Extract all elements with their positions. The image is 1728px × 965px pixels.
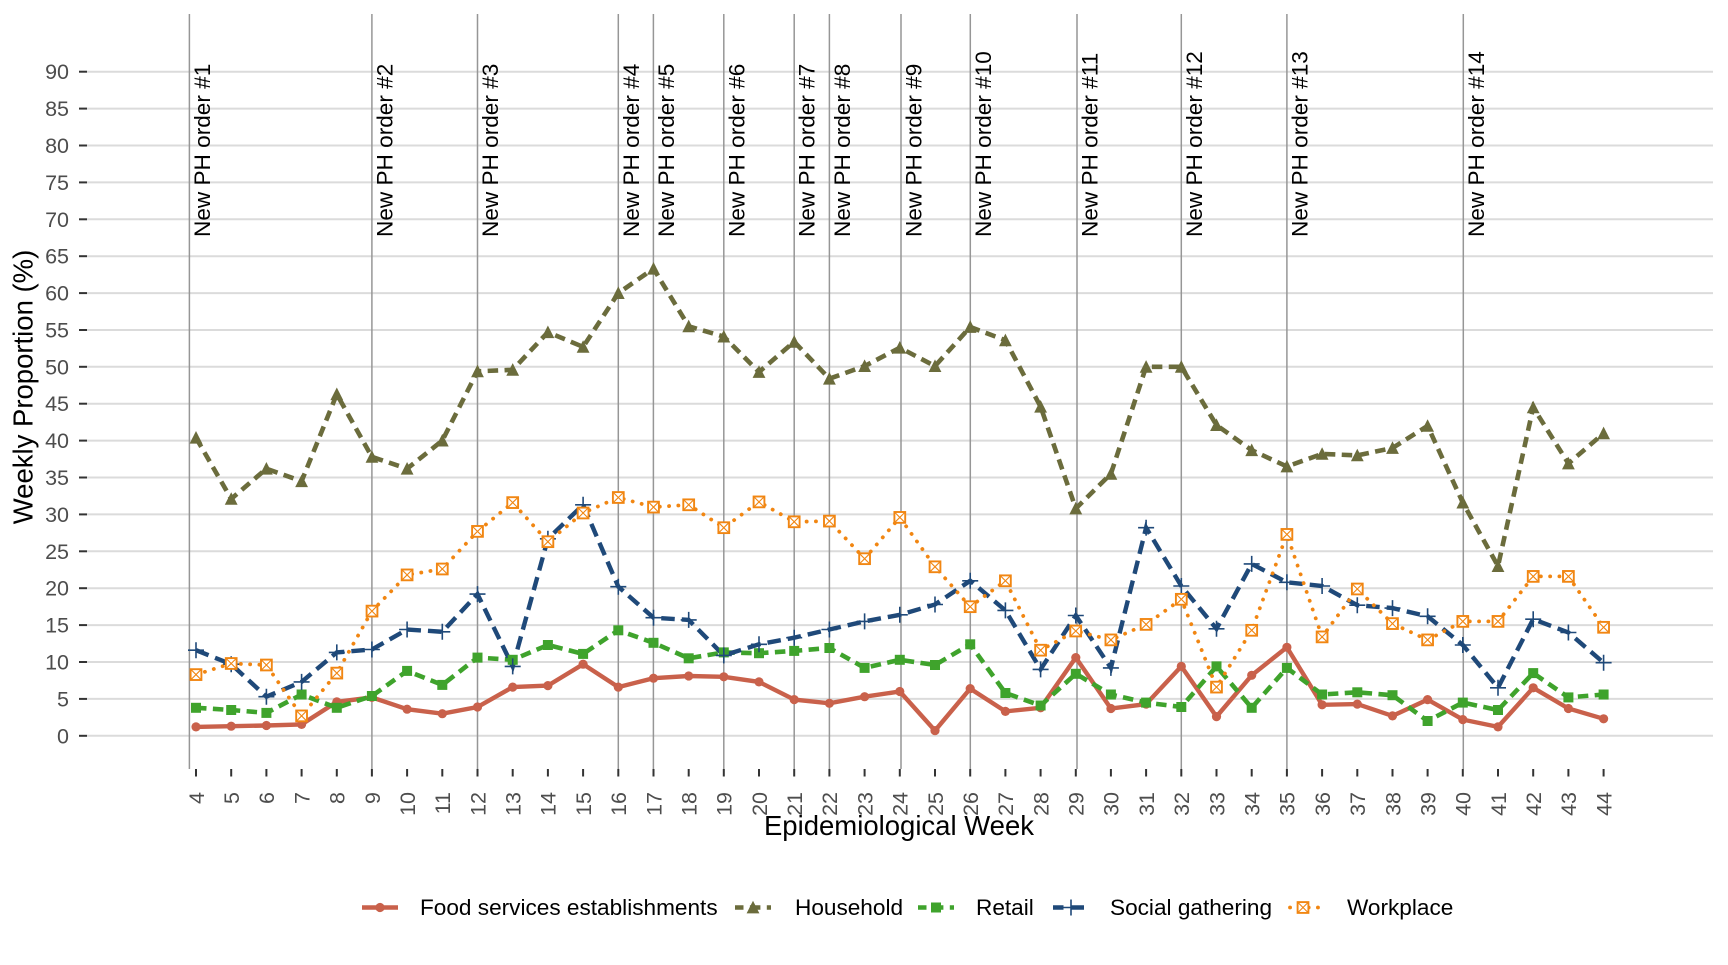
svg-text:New PH order #10: New PH order #10 — [971, 51, 996, 237]
svg-text:20: 20 — [748, 792, 772, 816]
svg-text:34: 34 — [1241, 792, 1265, 816]
svg-text:23: 23 — [853, 792, 877, 816]
svg-text:35: 35 — [1276, 792, 1300, 816]
svg-text:55: 55 — [45, 319, 69, 343]
svg-text:38: 38 — [1381, 792, 1405, 816]
svg-text:New PH order #12: New PH order #12 — [1182, 51, 1207, 237]
svg-text:31: 31 — [1135, 792, 1159, 816]
svg-text:New PH order #8: New PH order #8 — [830, 64, 855, 237]
svg-text:30: 30 — [1100, 792, 1124, 816]
svg-text:6: 6 — [255, 792, 279, 804]
svg-text:4: 4 — [185, 792, 209, 804]
svg-text:35: 35 — [45, 466, 69, 490]
svg-text:Household: Household — [795, 895, 903, 920]
svg-text:27: 27 — [994, 792, 1018, 816]
svg-text:80: 80 — [45, 134, 69, 158]
svg-text:50: 50 — [45, 355, 69, 379]
svg-text:22: 22 — [818, 792, 842, 816]
svg-text:14: 14 — [537, 792, 561, 816]
svg-text:Epidemiological Week: Epidemiological Week — [764, 810, 1034, 841]
svg-text:37: 37 — [1346, 792, 1370, 816]
svg-text:85: 85 — [45, 97, 69, 121]
svg-text:41: 41 — [1487, 792, 1511, 816]
svg-text:65: 65 — [45, 245, 69, 269]
svg-text:28: 28 — [1029, 792, 1053, 816]
svg-text:43: 43 — [1557, 792, 1581, 816]
svg-text:New PH order #2: New PH order #2 — [372, 64, 397, 237]
svg-text:44: 44 — [1592, 792, 1616, 816]
svg-text:9: 9 — [361, 792, 385, 804]
svg-text:24: 24 — [889, 792, 913, 816]
svg-text:19: 19 — [713, 792, 737, 816]
svg-text:45: 45 — [45, 392, 69, 416]
svg-text:New PH order #13: New PH order #13 — [1287, 51, 1312, 237]
svg-text:10: 10 — [396, 792, 420, 816]
svg-text:16: 16 — [607, 792, 631, 816]
svg-text:11: 11 — [431, 792, 455, 814]
svg-text:Retail: Retail — [976, 895, 1034, 920]
svg-text:42: 42 — [1522, 792, 1546, 816]
svg-text:20: 20 — [45, 577, 69, 601]
svg-text:New PH order #1: New PH order #1 — [190, 64, 215, 237]
svg-text:New PH order #14: New PH order #14 — [1464, 51, 1489, 237]
svg-text:New PH order #6: New PH order #6 — [724, 64, 749, 237]
svg-text:15: 15 — [45, 614, 69, 638]
svg-text:33: 33 — [1205, 792, 1229, 816]
svg-text:25: 25 — [45, 540, 69, 564]
svg-text:5: 5 — [220, 792, 244, 804]
svg-text:New PH order #9: New PH order #9 — [902, 64, 927, 237]
svg-text:90: 90 — [45, 60, 69, 84]
svg-text:40: 40 — [45, 429, 69, 453]
svg-text:15: 15 — [572, 792, 596, 816]
svg-text:0: 0 — [57, 724, 69, 748]
svg-text:New PH order #5: New PH order #5 — [654, 64, 679, 237]
svg-text:Weekly Proportion (%): Weekly Proportion (%) — [8, 250, 39, 525]
svg-text:New PH order #3: New PH order #3 — [478, 64, 503, 237]
svg-text:12: 12 — [466, 792, 490, 816]
svg-text:70: 70 — [45, 208, 69, 232]
svg-text:Food services establishments: Food services establishments — [420, 895, 718, 920]
svg-text:8: 8 — [326, 792, 350, 804]
svg-text:5: 5 — [57, 687, 69, 711]
svg-text:21: 21 — [783, 792, 807, 816]
svg-text:New PH order #11: New PH order #11 — [1078, 53, 1103, 237]
svg-text:30: 30 — [45, 503, 69, 527]
svg-text:60: 60 — [45, 282, 69, 306]
svg-text:New PH order #4: New PH order #4 — [619, 64, 644, 237]
svg-text:75: 75 — [45, 171, 69, 195]
svg-text:29: 29 — [1065, 792, 1089, 816]
svg-text:New PH order #7: New PH order #7 — [795, 64, 820, 237]
svg-text:10: 10 — [45, 651, 69, 675]
svg-text:Workplace: Workplace — [1347, 895, 1453, 920]
svg-text:Social gathering: Social gathering — [1110, 895, 1272, 920]
svg-text:18: 18 — [678, 792, 702, 816]
svg-text:7: 7 — [290, 792, 314, 804]
svg-text:32: 32 — [1170, 792, 1194, 816]
svg-text:13: 13 — [502, 792, 526, 816]
svg-text:39: 39 — [1416, 792, 1440, 816]
svg-text:40: 40 — [1452, 792, 1476, 816]
svg-text:36: 36 — [1311, 792, 1335, 816]
svg-text:26: 26 — [959, 792, 983, 816]
svg-text:25: 25 — [924, 792, 948, 816]
svg-text:17: 17 — [642, 792, 666, 816]
